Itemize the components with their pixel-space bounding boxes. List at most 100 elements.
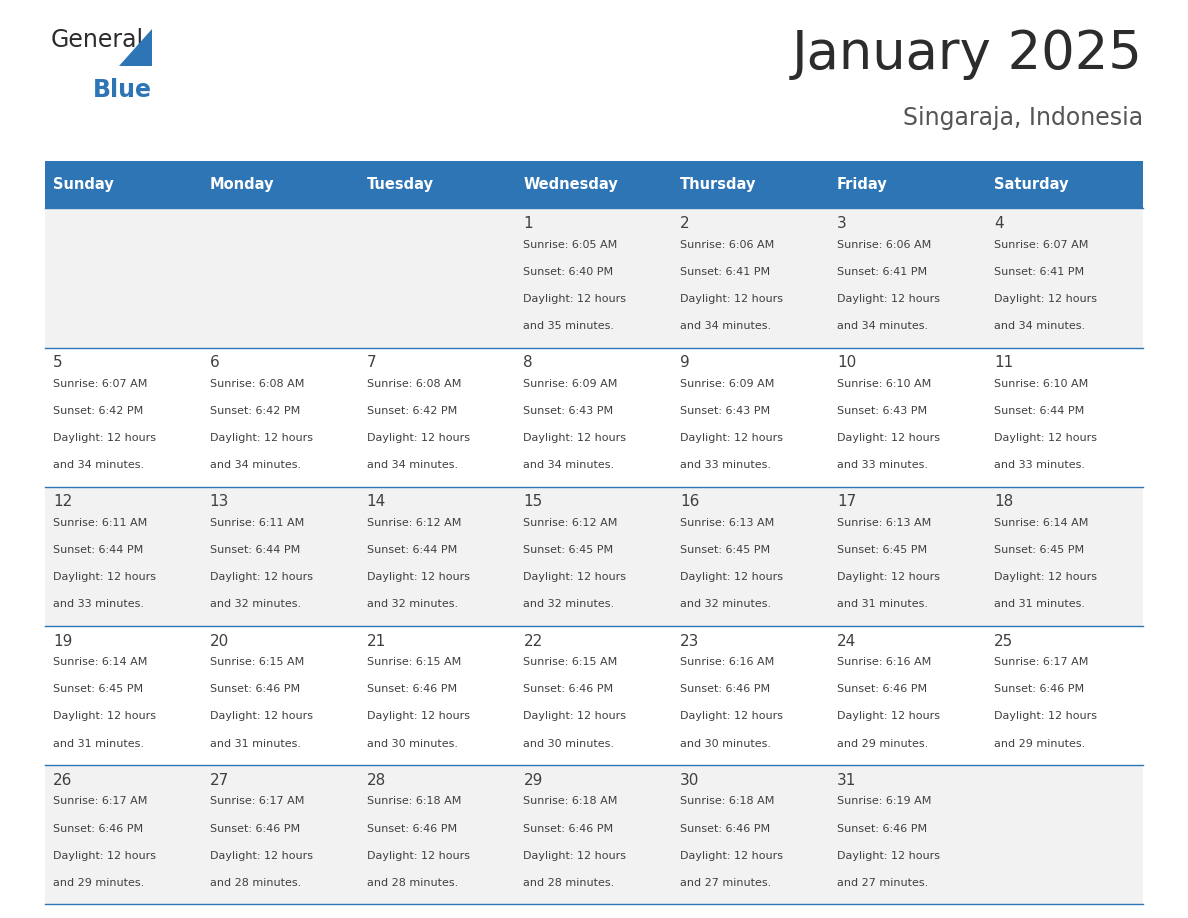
Polygon shape bbox=[119, 29, 152, 66]
Bar bbox=[516, 161, 672, 208]
Text: Sunrise: 6:10 AM: Sunrise: 6:10 AM bbox=[838, 379, 931, 389]
Text: Sunrise: 6:06 AM: Sunrise: 6:06 AM bbox=[838, 240, 931, 250]
Text: and 27 minutes.: and 27 minutes. bbox=[838, 878, 928, 888]
Text: Daylight: 12 hours: Daylight: 12 hours bbox=[53, 851, 156, 861]
Text: 31: 31 bbox=[838, 773, 857, 788]
Text: Sunrise: 6:11 AM: Sunrise: 6:11 AM bbox=[53, 518, 147, 528]
Text: 7: 7 bbox=[367, 355, 377, 370]
Text: 25: 25 bbox=[994, 633, 1013, 648]
Text: 15: 15 bbox=[524, 495, 543, 509]
Text: Daylight: 12 hours: Daylight: 12 hours bbox=[681, 851, 783, 861]
Text: Saturday: Saturday bbox=[994, 177, 1068, 192]
Text: Sunset: 6:46 PM: Sunset: 6:46 PM bbox=[681, 684, 770, 694]
Text: Sunset: 6:41 PM: Sunset: 6:41 PM bbox=[681, 267, 770, 277]
Text: 29: 29 bbox=[524, 773, 543, 788]
Text: January 2025: January 2025 bbox=[792, 28, 1143, 80]
Bar bbox=[45, 161, 202, 208]
Text: and 35 minutes.: and 35 minutes. bbox=[524, 321, 614, 331]
Text: Sunrise: 6:05 AM: Sunrise: 6:05 AM bbox=[524, 240, 618, 250]
Text: Sunset: 6:43 PM: Sunset: 6:43 PM bbox=[681, 406, 770, 416]
Text: 23: 23 bbox=[681, 633, 700, 648]
Text: Daylight: 12 hours: Daylight: 12 hours bbox=[994, 294, 1097, 304]
Text: Sunset: 6:43 PM: Sunset: 6:43 PM bbox=[524, 406, 613, 416]
Text: Sunset: 6:42 PM: Sunset: 6:42 PM bbox=[210, 406, 301, 416]
Text: Daylight: 12 hours: Daylight: 12 hours bbox=[524, 433, 626, 443]
Text: Sunrise: 6:07 AM: Sunrise: 6:07 AM bbox=[994, 240, 1088, 250]
Text: Sunset: 6:46 PM: Sunset: 6:46 PM bbox=[367, 823, 456, 834]
Text: Sunset: 6:45 PM: Sunset: 6:45 PM bbox=[994, 545, 1083, 555]
Text: Daylight: 12 hours: Daylight: 12 hours bbox=[838, 294, 940, 304]
Text: and 32 minutes.: and 32 minutes. bbox=[681, 599, 771, 610]
Bar bbox=[45, 626, 1143, 765]
Text: Sunset: 6:46 PM: Sunset: 6:46 PM bbox=[838, 823, 927, 834]
Bar bbox=[45, 765, 1143, 904]
Text: 30: 30 bbox=[681, 773, 700, 788]
Text: and 31 minutes.: and 31 minutes. bbox=[994, 599, 1085, 610]
Text: Sunset: 6:46 PM: Sunset: 6:46 PM bbox=[524, 684, 613, 694]
Text: Sunset: 6:46 PM: Sunset: 6:46 PM bbox=[681, 823, 770, 834]
Text: and 34 minutes.: and 34 minutes. bbox=[994, 321, 1085, 331]
Text: and 28 minutes.: and 28 minutes. bbox=[524, 878, 614, 888]
Text: Sunset: 6:46 PM: Sunset: 6:46 PM bbox=[994, 684, 1083, 694]
Text: Sunrise: 6:09 AM: Sunrise: 6:09 AM bbox=[524, 379, 618, 389]
Text: 13: 13 bbox=[210, 495, 229, 509]
Text: Sunset: 6:44 PM: Sunset: 6:44 PM bbox=[53, 545, 144, 555]
Text: and 32 minutes.: and 32 minutes. bbox=[524, 599, 614, 610]
Text: 20: 20 bbox=[210, 633, 229, 648]
Text: Daylight: 12 hours: Daylight: 12 hours bbox=[524, 572, 626, 582]
Text: and 33 minutes.: and 33 minutes. bbox=[681, 460, 771, 470]
Text: Daylight: 12 hours: Daylight: 12 hours bbox=[367, 572, 469, 582]
Text: Sunrise: 6:18 AM: Sunrise: 6:18 AM bbox=[367, 797, 461, 806]
Text: 6: 6 bbox=[210, 355, 220, 370]
Text: and 32 minutes.: and 32 minutes. bbox=[367, 599, 457, 610]
Text: and 29 minutes.: and 29 minutes. bbox=[838, 739, 928, 748]
Bar bbox=[202, 161, 359, 208]
Text: Daylight: 12 hours: Daylight: 12 hours bbox=[838, 572, 940, 582]
Text: and 30 minutes.: and 30 minutes. bbox=[367, 739, 457, 748]
Text: 18: 18 bbox=[994, 495, 1013, 509]
Text: Sunrise: 6:14 AM: Sunrise: 6:14 AM bbox=[994, 518, 1088, 528]
Text: Daylight: 12 hours: Daylight: 12 hours bbox=[210, 433, 312, 443]
Bar bbox=[45, 487, 1143, 626]
Bar bbox=[672, 161, 829, 208]
Text: Daylight: 12 hours: Daylight: 12 hours bbox=[681, 433, 783, 443]
Text: Friday: Friday bbox=[838, 177, 887, 192]
Text: Sunday: Sunday bbox=[53, 177, 114, 192]
Text: and 32 minutes.: and 32 minutes. bbox=[210, 599, 301, 610]
Text: Daylight: 12 hours: Daylight: 12 hours bbox=[367, 711, 469, 722]
Text: 8: 8 bbox=[524, 355, 533, 370]
Text: Daylight: 12 hours: Daylight: 12 hours bbox=[994, 711, 1097, 722]
Text: and 34 minutes.: and 34 minutes. bbox=[524, 460, 614, 470]
Text: Monday: Monday bbox=[210, 177, 274, 192]
Text: Wednesday: Wednesday bbox=[524, 177, 618, 192]
Text: Sunrise: 6:13 AM: Sunrise: 6:13 AM bbox=[838, 518, 931, 528]
Text: and 31 minutes.: and 31 minutes. bbox=[838, 599, 928, 610]
Text: Sunrise: 6:07 AM: Sunrise: 6:07 AM bbox=[53, 379, 147, 389]
Text: Sunset: 6:45 PM: Sunset: 6:45 PM bbox=[838, 545, 927, 555]
Text: and 34 minutes.: and 34 minutes. bbox=[681, 321, 771, 331]
Text: Daylight: 12 hours: Daylight: 12 hours bbox=[53, 433, 156, 443]
Text: 3: 3 bbox=[838, 216, 847, 231]
Text: Sunset: 6:45 PM: Sunset: 6:45 PM bbox=[681, 545, 770, 555]
Bar bbox=[359, 161, 516, 208]
Text: Sunset: 6:40 PM: Sunset: 6:40 PM bbox=[524, 267, 613, 277]
Text: Singaraja, Indonesia: Singaraja, Indonesia bbox=[903, 106, 1143, 129]
Text: Sunrise: 6:17 AM: Sunrise: 6:17 AM bbox=[53, 797, 147, 806]
Text: Daylight: 12 hours: Daylight: 12 hours bbox=[994, 572, 1097, 582]
Text: Daylight: 12 hours: Daylight: 12 hours bbox=[524, 711, 626, 722]
Text: Sunrise: 6:08 AM: Sunrise: 6:08 AM bbox=[367, 379, 461, 389]
Text: Daylight: 12 hours: Daylight: 12 hours bbox=[838, 851, 940, 861]
Text: 16: 16 bbox=[681, 495, 700, 509]
Bar bbox=[45, 348, 1143, 487]
Text: 1: 1 bbox=[524, 216, 533, 231]
Text: Sunrise: 6:19 AM: Sunrise: 6:19 AM bbox=[838, 797, 931, 806]
Text: and 33 minutes.: and 33 minutes. bbox=[53, 599, 144, 610]
Text: Sunset: 6:44 PM: Sunset: 6:44 PM bbox=[367, 545, 457, 555]
Text: Sunrise: 6:15 AM: Sunrise: 6:15 AM bbox=[210, 657, 304, 667]
Text: Tuesday: Tuesday bbox=[367, 177, 434, 192]
Text: Sunrise: 6:18 AM: Sunrise: 6:18 AM bbox=[524, 797, 618, 806]
Text: 21: 21 bbox=[367, 633, 386, 648]
Text: and 29 minutes.: and 29 minutes. bbox=[53, 878, 144, 888]
Text: 28: 28 bbox=[367, 773, 386, 788]
Text: 9: 9 bbox=[681, 355, 690, 370]
